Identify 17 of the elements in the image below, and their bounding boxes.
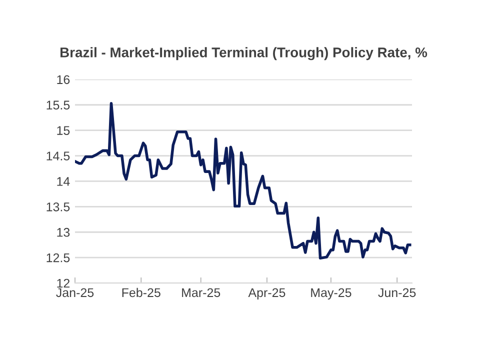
- y-tick-label: 16: [57, 75, 70, 84]
- x-tick-label: Feb-25: [122, 288, 160, 298]
- y-tick-label: 15.5: [46, 100, 70, 110]
- y-tick-label: 13: [57, 228, 70, 237]
- y-tick-label: 13.5: [46, 202, 70, 212]
- y-tick-label: 14.5: [46, 152, 70, 160]
- x-tick-label: Mar-25: [182, 288, 220, 298]
- x-tick-label: Jun-25: [378, 288, 416, 298]
- y-tick-label: 12: [57, 278, 70, 288]
- y-tick-label: 14: [57, 177, 70, 186]
- line-series: [75, 102, 412, 260]
- y-tick-label: 15: [57, 126, 70, 135]
- x-tick-label: Apr-25: [248, 288, 286, 300]
- x-tick-label: May-25: [311, 288, 352, 300]
- chart-title: Brazil - Market-Implied Terminal (Trough) Policy Rate, %: [60, 47, 428, 60]
- y-tick-label: 12.5: [46, 253, 70, 262]
- x-tick-label: Jan-25: [56, 288, 94, 298]
